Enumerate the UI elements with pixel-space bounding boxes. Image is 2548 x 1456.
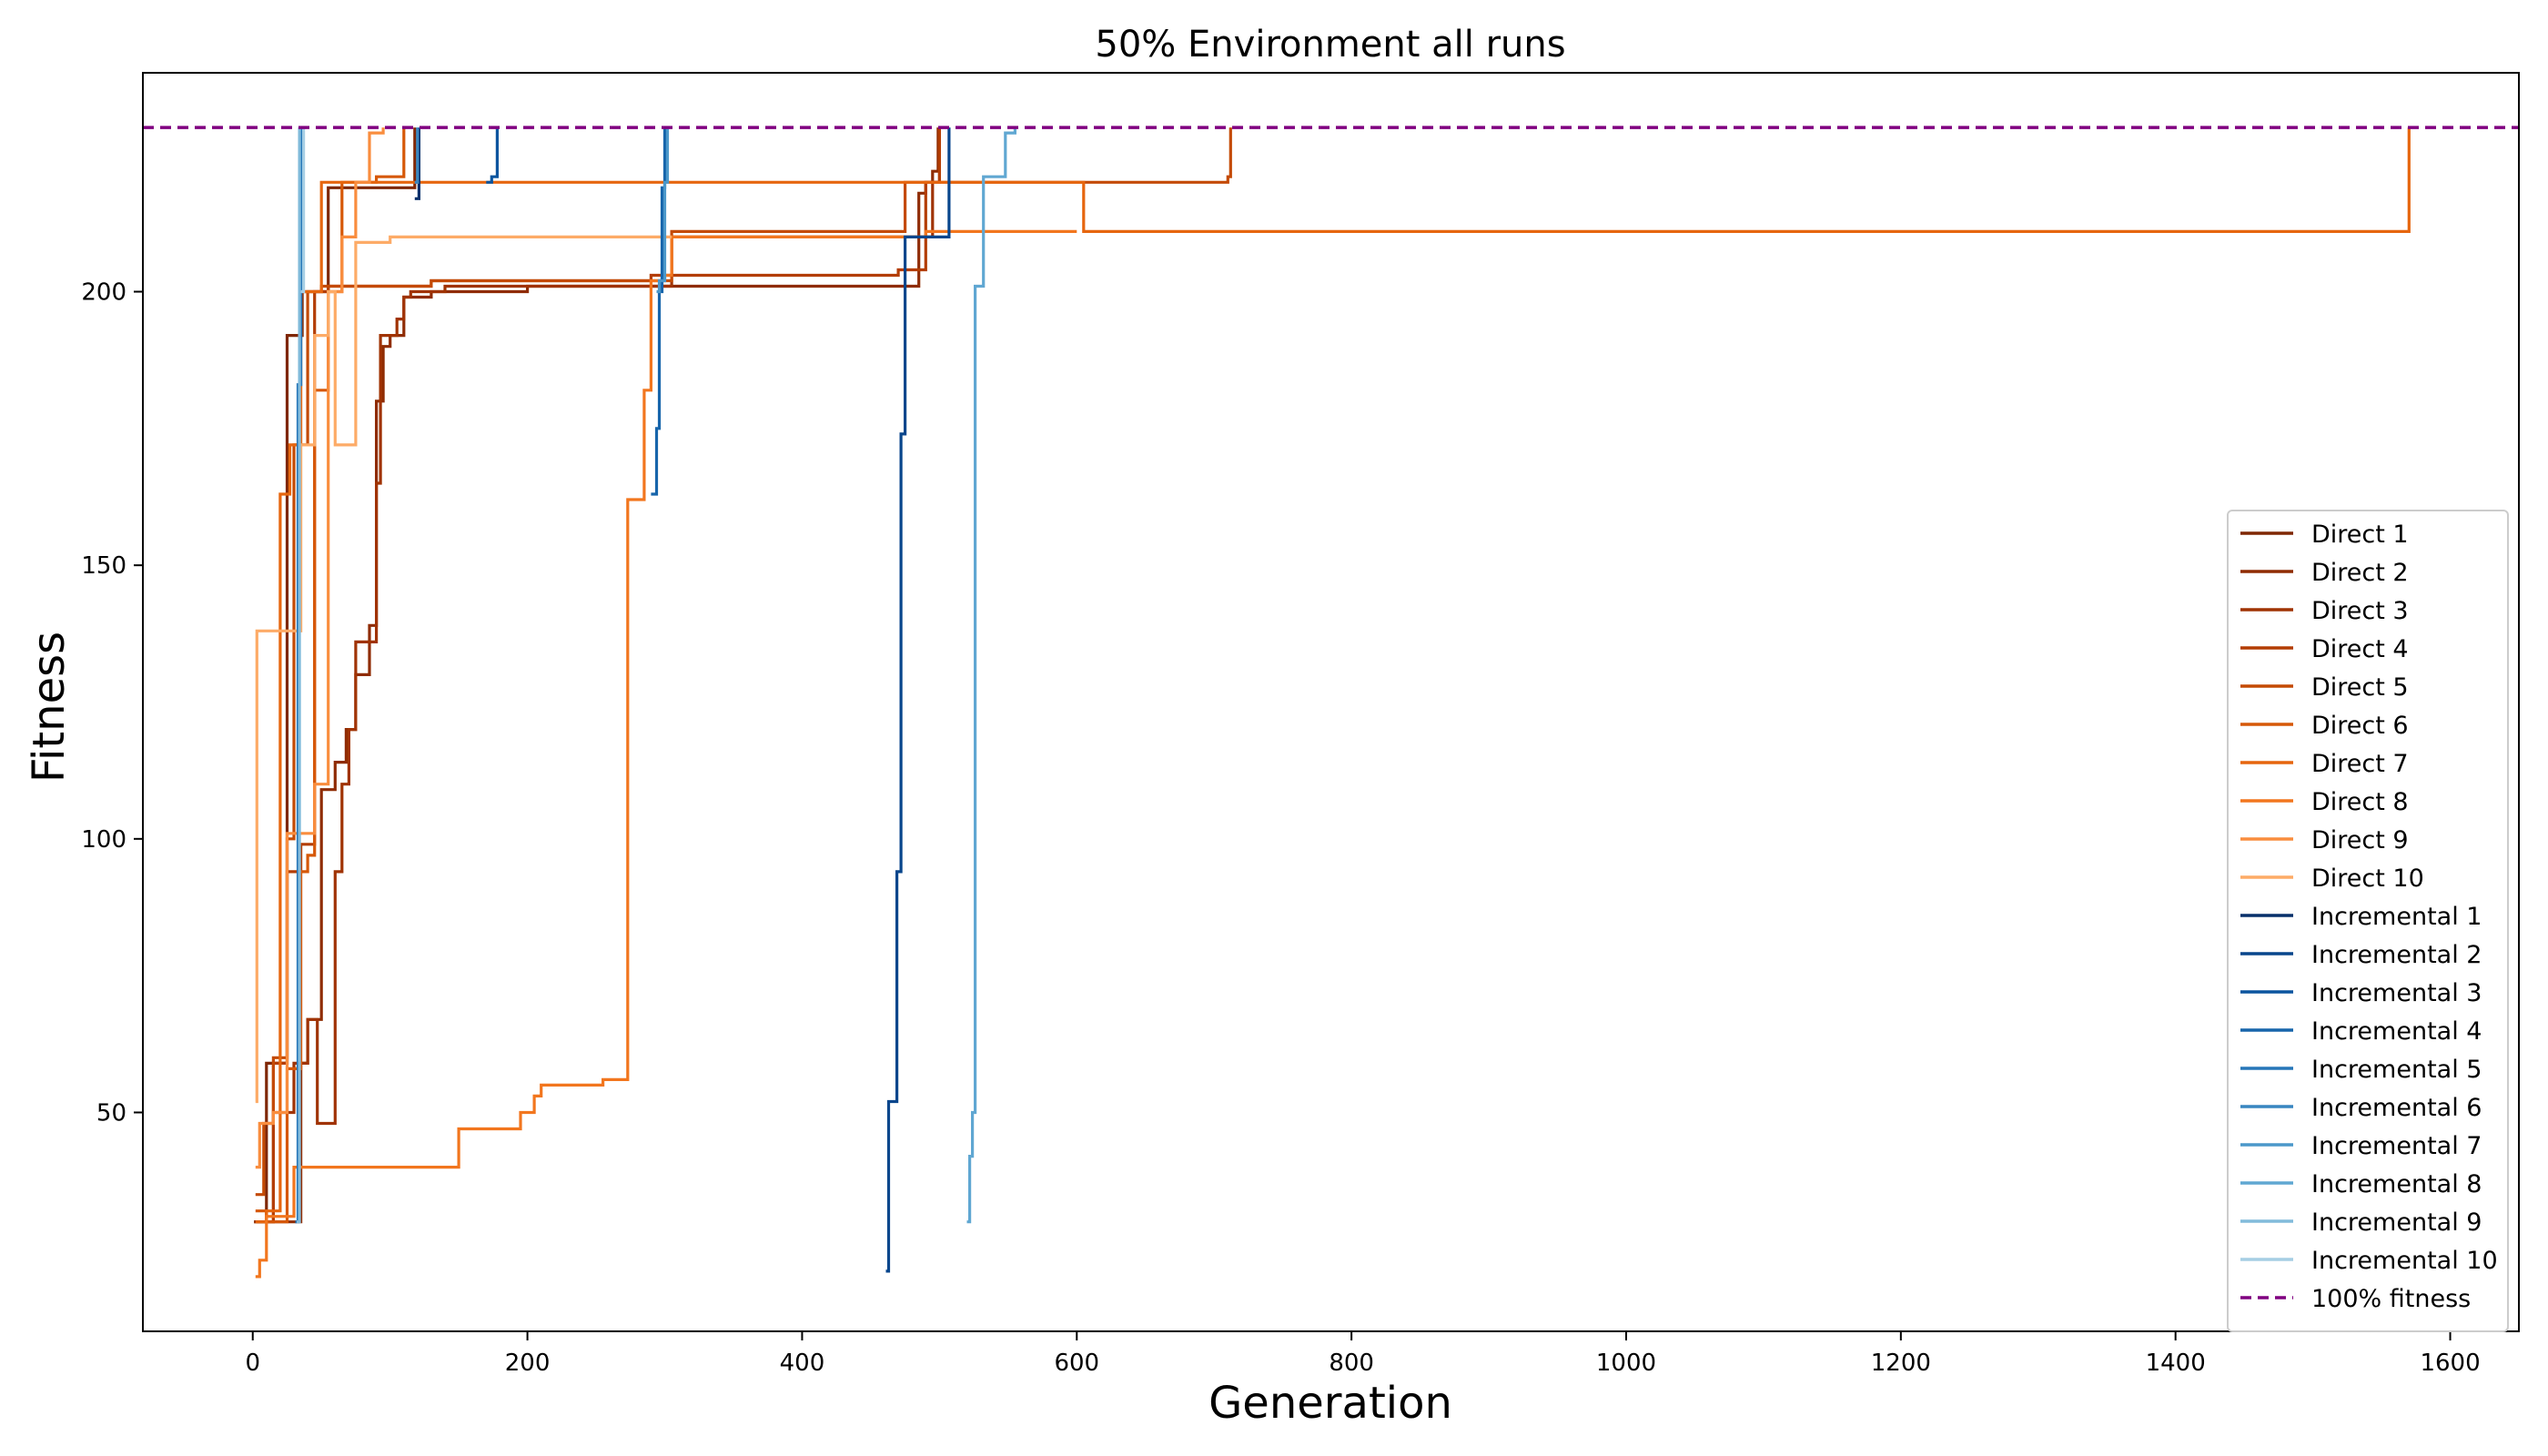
series-layer: [254, 127, 2411, 1279]
x-axis-label: Generation: [1208, 1378, 1452, 1429]
chart-title: 50% Environment all runs: [1095, 24, 1565, 66]
x-tick-label: 800: [1329, 1350, 1374, 1377]
legend-label: Incremental 2: [2311, 941, 2482, 969]
legend-label: Incremental 4: [2311, 1017, 2482, 1046]
series-line-17: [656, 127, 670, 294]
x-tick-label: 1200: [1871, 1350, 1931, 1377]
y-tick-label: 100: [81, 826, 126, 854]
x-tick-label: 200: [505, 1350, 551, 1377]
series-line-2: [254, 127, 940, 1224]
series-line-18: [966, 127, 1016, 1224]
axes-layer: 0 200 400 600 800 1000 1200 1400 1600 50 100 150 200: [81, 72, 2520, 1377]
plot-frame: [142, 72, 2520, 1332]
series-line-6: [255, 127, 406, 1224]
legend-label: 100% fitness: [2311, 1285, 2471, 1313]
x-tick-label: 0: [245, 1350, 260, 1377]
series-line-7: [255, 127, 2411, 1224]
legend-label: Incremental 10: [2311, 1247, 2498, 1275]
legend-label: Incremental 5: [2311, 1056, 2482, 1084]
series-line-9: [255, 127, 385, 1169]
legend-label: Direct 3: [2311, 597, 2409, 625]
x-tick-label: 600: [1054, 1350, 1099, 1377]
legend-label: Direct 7: [2311, 750, 2409, 778]
series-line-19: [297, 127, 301, 1224]
legend-label: Direct 9: [2311, 826, 2409, 854]
x-tick-label: 1600: [2420, 1350, 2480, 1377]
legend-label: Direct 10: [2311, 864, 2424, 893]
legend-label: Incremental 7: [2311, 1132, 2482, 1160]
y-tick-label: 150: [81, 552, 126, 580]
legend-label: Incremental 1: [2311, 903, 2482, 931]
y-tick-label: 50: [96, 1099, 126, 1127]
series-line-8: [255, 229, 1077, 1279]
legend-label: Direct 4: [2311, 635, 2409, 663]
legend-label: Direct 8: [2311, 788, 2409, 816]
legend-label: Direct 2: [2311, 559, 2409, 587]
legend-label: Incremental 6: [2311, 1094, 2482, 1122]
legend: Direct 1 Direct 2 Direct 3 Direct 4 Direct 5…: [2227, 510, 2509, 1332]
legend-label: Incremental 9: [2311, 1208, 2482, 1237]
legend-label: Incremental 3: [2311, 979, 2482, 1007]
legend-label: Direct 5: [2311, 673, 2409, 702]
x-tick-label: 400: [780, 1350, 825, 1377]
legend-label: Direct 6: [2311, 712, 2409, 740]
y-tick-label: 200: [81, 279, 126, 307]
x-tick-label: 1400: [2146, 1350, 2206, 1377]
series-line-10: [255, 235, 672, 1104]
series-line-12: [885, 127, 951, 1273]
y-axis-label: Fitness: [24, 632, 75, 783]
x-tick-label: 1000: [1596, 1350, 1656, 1377]
series-line-16: [414, 127, 420, 184]
legend-frame: [2227, 510, 2509, 1332]
series-line-20: [300, 127, 306, 294]
series-line-13: [486, 127, 499, 184]
series-line-3: [257, 127, 941, 1224]
legend-label: Incremental 8: [2311, 1170, 2482, 1198]
legend-label: Direct 1: [2311, 521, 2409, 549]
